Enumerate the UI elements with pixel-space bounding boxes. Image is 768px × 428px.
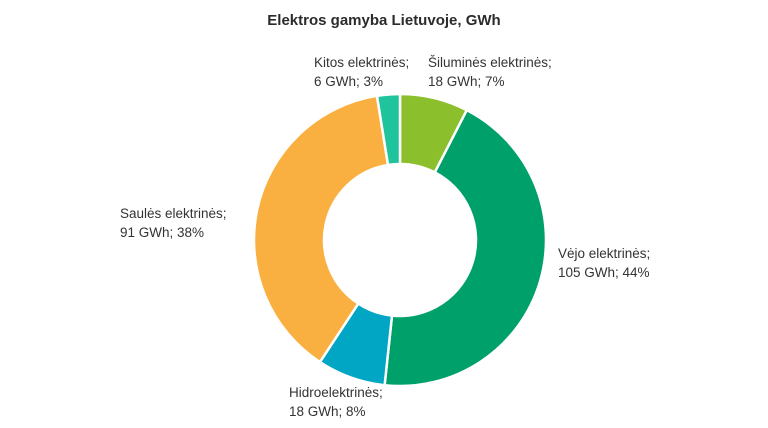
label-sauliu-value: 91 GWh; 38% [120, 225, 205, 240]
label-hidro-name: Hidroelektrinės; [289, 385, 383, 400]
label-siluimines: Šiluminės elektrinės; 18 GWh; 7% [428, 53, 552, 91]
label-kitos-value: 6 GWh; 3% [314, 74, 384, 89]
label-kitos-name: Kitos elektrinės; [314, 55, 410, 70]
label-kitos: Kitos elektrinės; 6 GWh; 3% [314, 53, 409, 91]
label-siluimines-value: 18 GWh; 7% [428, 74, 505, 89]
label-vejo-name: Vėjo elektrinės; [558, 246, 651, 261]
label-sauliu: Saulės elektrinės; 91 GWh; 38% [120, 204, 227, 242]
slice-vejo [383, 108, 548, 388]
label-hidro-value: 18 GWh; 8% [289, 404, 366, 419]
label-vejo: Vėjo elektrinės; 105 GWh; 44% [558, 244, 650, 282]
label-vejo-value: 105 GWh; 44% [558, 265, 650, 280]
label-siluimines-name: Šiluminės elektrinės; [428, 55, 552, 70]
slice-kitos [375, 92, 402, 167]
slice-sauliu [252, 94, 390, 364]
label-sauliu-name: Saulės elektrinės; [120, 206, 227, 221]
label-hidro: Hidroelektrinės; 18 GWh; 8% [289, 383, 383, 421]
chart-title: Elektros gamyba Lietuvoje, GWh [267, 12, 501, 29]
